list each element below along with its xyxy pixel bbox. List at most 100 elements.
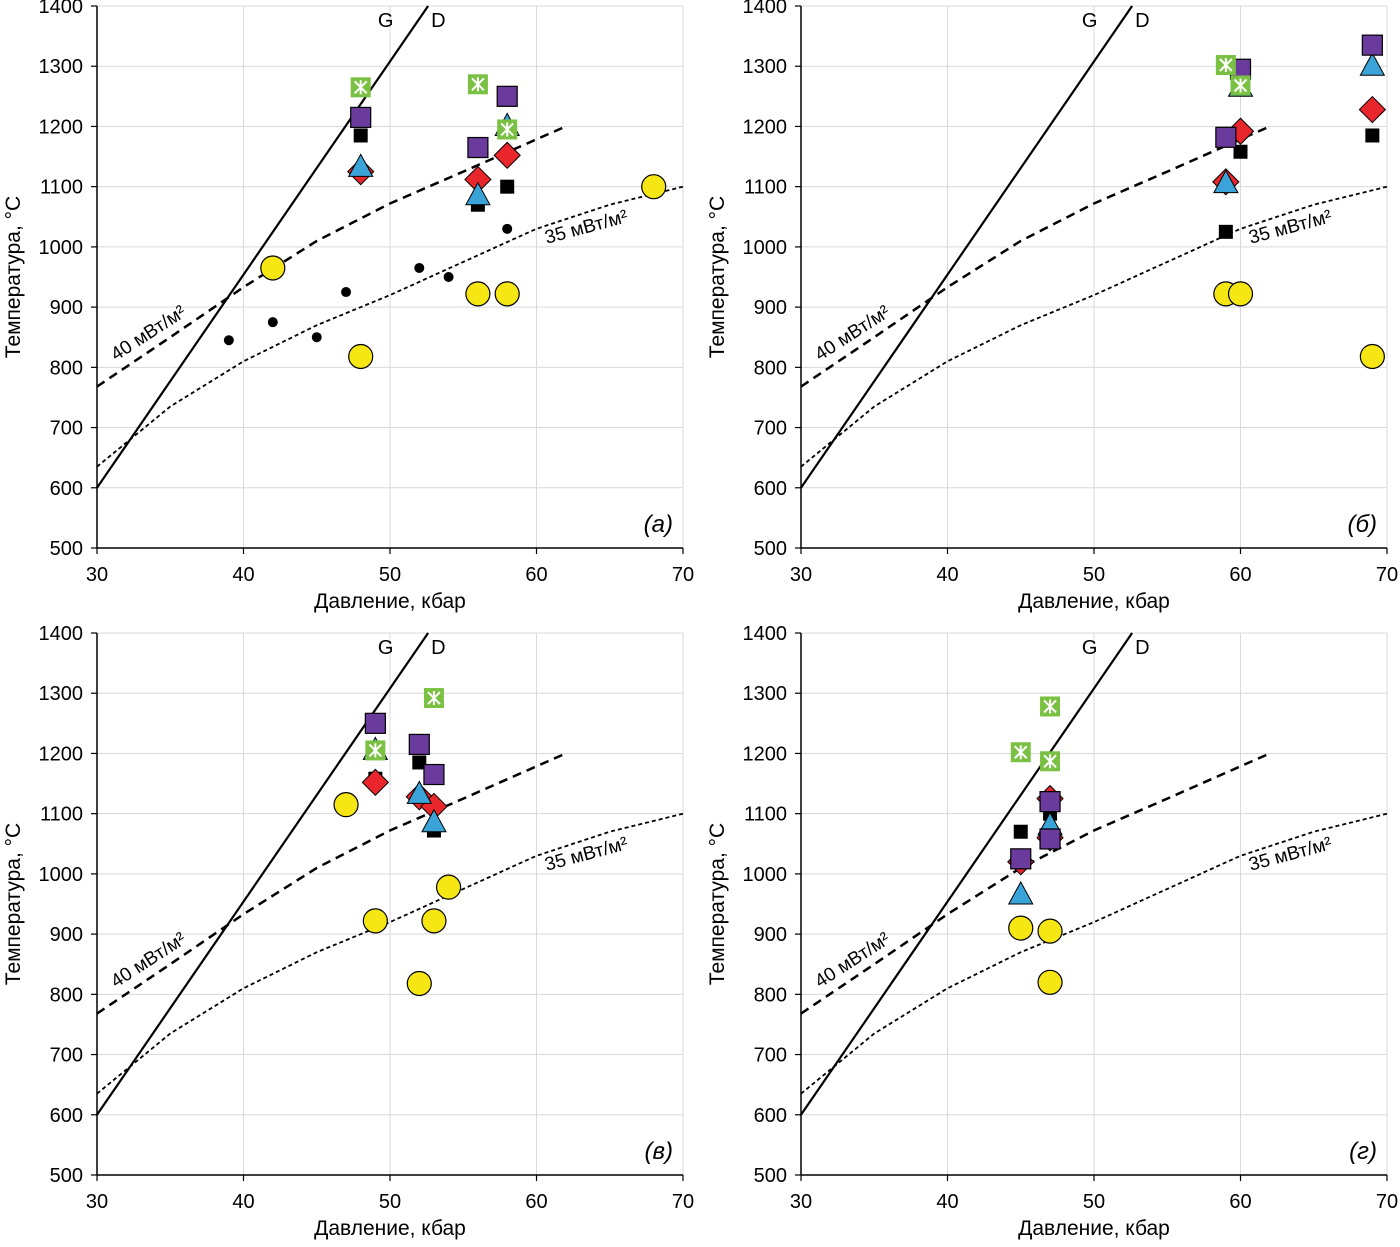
data-point-purple-square xyxy=(1361,34,1383,56)
data-point-blue-triangle xyxy=(1007,880,1034,905)
grid xyxy=(96,632,684,1176)
data-point-green-x-square xyxy=(1010,742,1031,763)
data-point-yellow-circle xyxy=(1359,343,1385,370)
data-point-green-x-square xyxy=(350,77,371,98)
x-tick-label: 30 xyxy=(86,564,108,586)
green-square-cross xyxy=(353,80,368,95)
x-tick-label: 40 xyxy=(936,564,958,586)
chart-a-svg: 30 40 50 60 70 500 600 700 800 900 1000 1100 1200 130… xyxy=(2,0,694,613)
x-tick-label: 50 xyxy=(1083,564,1105,586)
green-square-cross xyxy=(1043,754,1057,769)
data-point-yellow-circle xyxy=(348,343,374,370)
y-tick-label: 1000 xyxy=(743,864,788,886)
y-tick-label: 1100 xyxy=(744,177,787,199)
x-tick-label: 60 xyxy=(525,1191,547,1213)
y-tick-label: 1100 xyxy=(744,804,787,826)
chart-panel-d: 30 40 50 60 70 500 600 700 800 900 1000 1100 1200 130… xyxy=(704,623,1400,1247)
chart-d-svg: 30 40 50 60 70 500 600 700 800 900 1000 1100 1200 130… xyxy=(706,623,1398,1240)
y-tick-label: 500 xyxy=(754,1165,787,1187)
y-tick-label: 900 xyxy=(50,924,83,946)
x-tick-label: 40 xyxy=(232,1191,254,1213)
y-tick-label: 800 xyxy=(754,984,787,1006)
x-tick-label: 70 xyxy=(672,564,694,586)
data-point-black-dot xyxy=(223,335,234,346)
green-square-cross xyxy=(1043,699,1057,714)
geotherm-35-line xyxy=(800,185,1388,468)
data-point-black-dot xyxy=(414,262,425,273)
graphite-label: G xyxy=(378,10,394,32)
y-tick-label: 800 xyxy=(50,984,83,1006)
y-tick-label: 1200 xyxy=(39,116,84,138)
x-tick-label: 70 xyxy=(1376,1191,1398,1213)
data-point-yellow-circle xyxy=(465,281,491,307)
geotherm-40-line xyxy=(800,125,1271,388)
panel-label: (г) xyxy=(1349,1138,1377,1165)
y-tick-label: 600 xyxy=(754,1105,787,1127)
y-tick-label: 1200 xyxy=(743,743,788,765)
panel-label: (в) xyxy=(644,1138,673,1165)
data-point-blue-triangle xyxy=(406,780,433,804)
y-tick-label: 600 xyxy=(50,478,83,500)
data-point-yellow-circle xyxy=(362,908,388,934)
green-square-cross xyxy=(1014,745,1028,760)
chart-panel-b: 30 40 50 60 70 500 600 700 800 900 1000 1100 1200 130… xyxy=(704,0,1400,620)
geotherm-40-line xyxy=(96,752,567,1015)
y-tick-label: 1400 xyxy=(39,0,84,18)
data-point-red-diamond xyxy=(361,768,390,797)
x-tick-label: 30 xyxy=(790,1191,812,1213)
data-point-red-diamond xyxy=(1358,95,1387,124)
data-point-black-square xyxy=(500,179,515,194)
x-tick-label: 30 xyxy=(790,564,812,586)
data-point-purple-square xyxy=(1010,848,1032,870)
x-axis-label: Давление, кбар xyxy=(1018,590,1170,613)
data-point-black-square xyxy=(1233,144,1248,159)
y-axis-label: Температура, °С xyxy=(706,823,729,985)
chart-panel-a: 30 40 50 60 70 500 600 700 800 900 1000 1100 1200 130… xyxy=(0,0,700,620)
x-tick-label: 60 xyxy=(1229,1191,1251,1213)
data-point-black-dot xyxy=(443,272,454,282)
data-point-yellow-circle xyxy=(436,874,462,900)
x-tick-label: 70 xyxy=(1376,564,1398,586)
data-point-yellow-circle xyxy=(421,908,447,934)
y-tick-label: 700 xyxy=(754,418,787,440)
data-point-purple-square xyxy=(423,763,445,786)
data-point-green-x-square xyxy=(1040,696,1061,717)
grid xyxy=(800,5,1388,549)
green-square-cross xyxy=(1233,78,1248,93)
graphite-diamond-line xyxy=(96,5,430,489)
data-point-black-dot xyxy=(341,287,352,298)
data-point-purple-square xyxy=(364,712,386,734)
green-square-cross xyxy=(500,122,514,137)
chart-b-svg: 30 40 50 60 70 500 600 700 800 900 1000 1100 1200 130… xyxy=(706,0,1398,613)
data-point-blue-triangle xyxy=(465,181,491,206)
y-tick-label: 700 xyxy=(50,1045,83,1067)
graphite-diamond-line xyxy=(800,5,1134,489)
y-tick-label: 500 xyxy=(50,538,83,560)
x-tick-label: 50 xyxy=(379,564,401,586)
diamond-label: D xyxy=(431,637,445,659)
x-tick-label: 60 xyxy=(525,564,547,586)
data-point-black-dot xyxy=(311,332,322,343)
y-tick-label: 600 xyxy=(754,478,787,500)
y-tick-label: 900 xyxy=(50,297,83,319)
y-tick-label: 1300 xyxy=(743,683,788,705)
y-tick-label: 900 xyxy=(754,297,787,319)
data-point-green-x-square xyxy=(467,74,488,95)
data-point-purple-square xyxy=(1215,126,1237,148)
geotherm-35-line xyxy=(96,812,684,1095)
data-point-blue-triangle xyxy=(1213,169,1239,194)
x-tick-label: 30 xyxy=(86,1191,108,1213)
data-point-green-x-square xyxy=(497,119,518,140)
y-tick-label: 1200 xyxy=(743,116,788,138)
y-tick-label: 1000 xyxy=(743,237,788,259)
y-tick-label: 500 xyxy=(50,1165,83,1187)
data-point-black-square xyxy=(1218,224,1233,239)
panel-label: (б) xyxy=(1348,511,1377,538)
data-point-black-square xyxy=(412,755,427,770)
x-axis-label: Давление, кбар xyxy=(314,590,466,613)
x-tick-label: 50 xyxy=(1083,1191,1105,1213)
data-point-yellow-circle xyxy=(406,970,432,997)
x-axis-label: Давление, кбар xyxy=(314,1217,466,1240)
data-point-black-dot xyxy=(502,223,513,234)
x-tick-label: 40 xyxy=(936,1191,958,1213)
